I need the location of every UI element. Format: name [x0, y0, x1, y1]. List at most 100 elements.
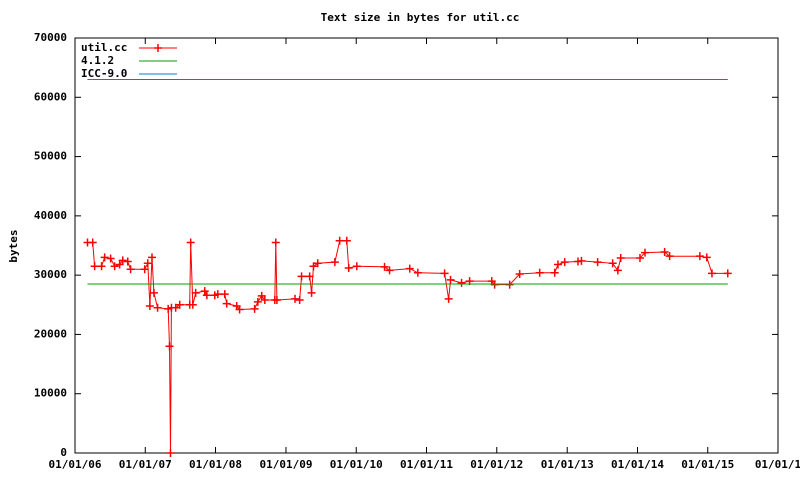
legend-marker	[154, 44, 162, 52]
data-point	[457, 278, 466, 287]
data-point	[342, 236, 351, 245]
data-point	[413, 268, 422, 277]
data-point	[307, 288, 316, 297]
data-point	[110, 262, 119, 271]
data-point	[635, 253, 644, 262]
data-point	[553, 260, 562, 269]
series-line	[87, 240, 728, 454]
data-point	[616, 253, 625, 262]
data-point	[515, 269, 524, 278]
data-point	[147, 253, 156, 262]
data-point	[505, 280, 514, 289]
data-point	[166, 449, 175, 457]
data-point	[97, 262, 106, 271]
data-point	[88, 238, 97, 247]
data-point	[188, 300, 197, 309]
data-point	[702, 253, 711, 262]
data-point	[191, 288, 200, 297]
data-point	[271, 238, 280, 247]
x-tick-label: 01/01/1	[755, 458, 800, 471]
data-point	[100, 253, 109, 262]
x-tick-label: 01/01/14	[611, 458, 664, 471]
legend-label: 4.1.2	[81, 54, 114, 67]
data-point	[309, 262, 318, 271]
x-tick-label: 01/01/09	[259, 458, 312, 471]
data-point	[272, 296, 281, 305]
data-point	[665, 252, 674, 261]
data-point	[380, 262, 389, 271]
data-point	[723, 269, 732, 278]
data-point	[123, 257, 132, 266]
legend-label: ICC-9.0	[81, 67, 127, 80]
data-point	[213, 290, 222, 299]
data-point	[90, 262, 99, 271]
data-point	[253, 297, 262, 306]
x-tick-label: 01/01/07	[119, 458, 172, 471]
data-point	[126, 265, 135, 274]
data-point	[140, 265, 149, 274]
data-point	[560, 258, 569, 267]
data-point	[257, 291, 266, 300]
data-point	[440, 269, 449, 278]
x-tick-label: 01/01/08	[189, 458, 242, 471]
x-tick-label: 01/01/06	[49, 458, 102, 471]
y-tick-label: 50000	[34, 150, 67, 163]
data-point	[200, 287, 209, 296]
data-point	[171, 303, 180, 312]
data-point	[313, 259, 322, 268]
data-point	[335, 236, 344, 245]
data-point	[550, 268, 559, 277]
data-point	[220, 290, 229, 299]
x-tick-label: 01/01/10	[330, 458, 383, 471]
y-axis-label: bytes	[7, 229, 20, 262]
data-point	[695, 252, 704, 261]
x-tick-label: 01/01/15	[681, 458, 734, 471]
data-point	[175, 300, 184, 309]
data-point	[115, 260, 124, 269]
data-point	[250, 304, 259, 313]
y-tick-label: 70000	[34, 31, 67, 44]
data-point	[446, 275, 455, 284]
data-point	[186, 238, 195, 247]
data-point	[330, 258, 339, 267]
data-point	[202, 291, 211, 300]
y-tick-label: 0	[60, 446, 67, 459]
data-point	[608, 259, 617, 268]
data-point	[145, 301, 154, 310]
data-point	[707, 269, 716, 278]
data-point	[291, 294, 300, 303]
chart-title: Text size in bytes for util.cc	[321, 11, 520, 24]
data-point	[535, 268, 544, 277]
data-point	[106, 254, 115, 263]
y-tick-label: 40000	[34, 209, 67, 222]
data-point	[153, 303, 162, 312]
data-point	[165, 342, 174, 351]
data-point	[405, 264, 414, 273]
data-point	[143, 259, 152, 268]
data-point	[593, 258, 602, 267]
plot-frame	[74, 37, 779, 454]
data-point	[613, 266, 622, 275]
data-point	[490, 280, 499, 289]
data-point	[660, 248, 669, 257]
y-tick-label: 60000	[34, 90, 67, 103]
y-tick-label: 10000	[34, 387, 67, 400]
data-point	[222, 299, 231, 308]
data-point	[118, 256, 127, 265]
data-point	[297, 272, 306, 281]
data-point	[260, 296, 269, 305]
legend-label: util.cc	[81, 41, 127, 54]
data-point	[344, 264, 353, 273]
data-point	[295, 296, 304, 305]
x-tick-label: 01/01/13	[541, 458, 594, 471]
data-point	[444, 294, 453, 303]
y-tick-label: 30000	[34, 268, 67, 281]
y-tick-label: 20000	[34, 327, 67, 340]
data-point	[352, 262, 361, 271]
data-point	[385, 266, 394, 275]
x-tick-label: 01/01/11	[400, 458, 453, 471]
data-point	[305, 272, 314, 281]
x-tick-label: 01/01/12	[470, 458, 523, 471]
